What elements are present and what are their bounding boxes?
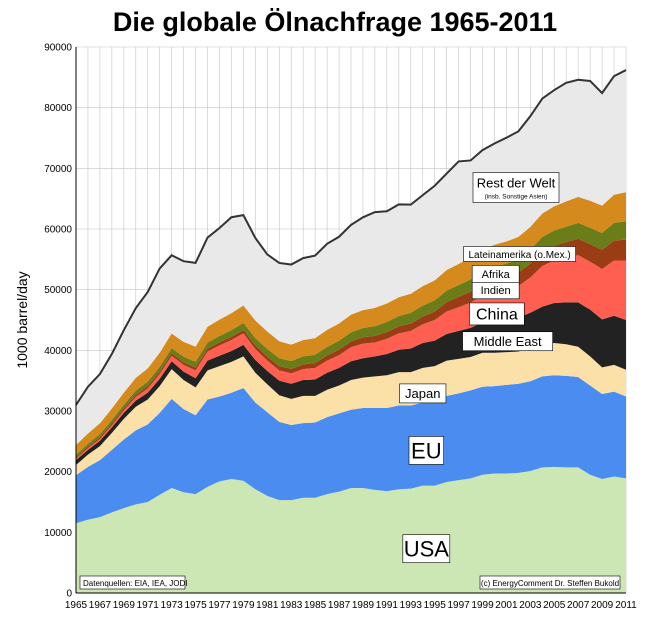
series-label-box: [399, 383, 447, 404]
y-tick-labels: 0 10000 20000 30000 40000 50000 60000 70000 8000…: [44, 43, 72, 600]
x-tick-label: 1973: [161, 600, 184, 611]
x-tick-label: 1995: [424, 600, 447, 611]
y-tick-label: 70000: [44, 164, 72, 175]
chart-title: Die globale Ölnachfrage 1965-2011: [113, 7, 557, 37]
y-tick-label: 30000: [44, 407, 72, 418]
series-label: Indien: [481, 285, 511, 297]
series-label: Japan: [405, 386, 440, 401]
series-label-box: [472, 172, 560, 203]
x-tick-label: 1985: [304, 600, 327, 611]
x-tick-label: 1975: [184, 600, 207, 611]
x-tick-labels: 1965 1967 1969 1971 1973 1975 1977 1979 1981 1983…: [65, 600, 637, 611]
x-tick-label: 1967: [89, 600, 112, 611]
series-label-box: [402, 534, 451, 564]
y-tick-label: 0: [66, 589, 72, 600]
x-tick-label: 1981: [256, 600, 279, 611]
series-label-box: [408, 436, 444, 465]
x-tick-label: 1965: [65, 600, 88, 611]
x-tick-label: 1971: [137, 600, 160, 611]
x-tick-label: 2011: [615, 600, 637, 611]
y-axis-label: 1000 barrel/day: [14, 271, 30, 368]
series-label: Rest der Welt: [477, 176, 556, 191]
x-tick-label: 2001: [495, 600, 518, 611]
y-tick-label: 60000: [44, 225, 72, 236]
area-eu: [76, 375, 626, 524]
axes: [75, 47, 626, 594]
series-label: EU: [411, 438, 442, 463]
x-tick-label: 1991: [376, 600, 399, 611]
series-label-box: [471, 265, 520, 283]
area-usa: [76, 466, 626, 593]
x-tick-label: 1997: [447, 600, 470, 611]
series-label-box: [462, 331, 553, 352]
x-tick-label: 2003: [519, 600, 542, 611]
y-tick-label: 20000: [44, 467, 72, 478]
x-tick-label: 1987: [328, 600, 351, 611]
x-tick-label: 1969: [113, 600, 136, 611]
sources-note: Datenquellen: EIA, IEA, JODI: [79, 575, 188, 590]
x-tick-label: 1999: [471, 600, 494, 611]
y-tick-label: 10000: [44, 528, 72, 539]
credit-text: (c) EnergyComment Dr. Steffen Bukold: [481, 579, 619, 588]
x-tick-label: 1977: [208, 600, 231, 611]
x-tick-label: 1983: [280, 600, 303, 611]
series-label: Middle East: [474, 334, 542, 349]
x-tick-label: 1979: [232, 600, 255, 611]
area-japan: [76, 343, 626, 476]
y-tick-label: 50000: [44, 285, 72, 296]
series-label-box: [463, 246, 576, 262]
x-tick-label: 1989: [352, 600, 375, 611]
sources-text: Datenquellen: EIA, IEA, JODI: [83, 579, 188, 588]
series-label: China: [476, 307, 518, 324]
x-tick-label: 1993: [400, 600, 423, 611]
series-labels: USA EU Japan Middle East China Indien Afrika La…: [399, 172, 576, 564]
total-line: [75, 69, 627, 406]
y-tick-label: 90000: [44, 43, 72, 54]
area-rest-der-welt: [76, 70, 626, 445]
series-label-sub: (insb. Sonstige Asien): [485, 194, 548, 201]
x-tick-label: 2009: [591, 600, 614, 611]
series-label-box: [469, 302, 525, 326]
y-tick-label: 80000: [44, 103, 72, 114]
credit-note: (c) EnergyComment Dr. Steffen Bukold: [479, 575, 621, 590]
series-label: Afrika: [482, 269, 511, 281]
series-label: USA: [404, 537, 450, 562]
x-tick-label: 2007: [567, 600, 590, 611]
y-tick-label: 40000: [44, 346, 72, 357]
series-label: Lateinamerika (o.Mex.): [468, 250, 570, 261]
x-tick-label: 2005: [543, 600, 566, 611]
